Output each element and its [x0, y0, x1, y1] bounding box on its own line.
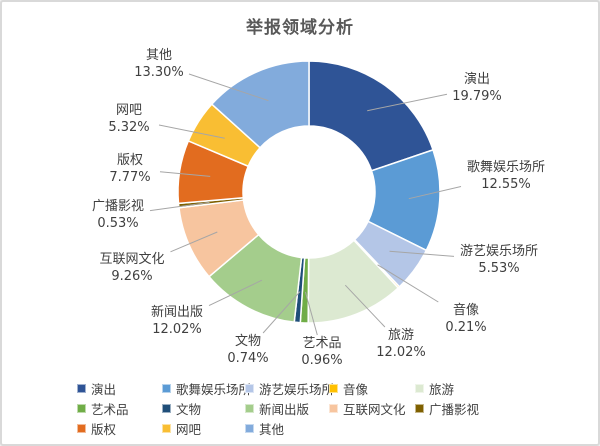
leader-line-6	[262, 291, 301, 334]
legend-item-3[interactable]: 音像	[329, 381, 369, 397]
legend-swatch-icon	[77, 403, 86, 413]
legend-item-4[interactable]: 旅游	[415, 381, 455, 397]
legend-swatch-icon	[77, 423, 86, 433]
leader-line-10	[159, 171, 211, 177]
legend-swatch-icon	[245, 403, 254, 413]
legend-swatch-icon	[329, 403, 338, 413]
legend-item-9[interactable]: 广播影视	[415, 401, 480, 417]
leader-line-9	[149, 201, 210, 212]
legend-label: 广播影视	[429, 401, 480, 417]
legend-swatch-icon	[245, 423, 254, 433]
legend-label: 文物	[176, 401, 202, 417]
legend-swatch-icon	[415, 383, 424, 393]
legend-label: 其他	[259, 421, 285, 437]
legend-swatch-icon	[162, 423, 171, 433]
pie-slice-0[interactable]	[308, 60, 434, 172]
legend-swatch-icon	[162, 403, 171, 413]
leader-line-5	[304, 291, 318, 336]
legend-label: 音像	[343, 381, 369, 397]
leader-line-12	[188, 73, 269, 102]
leader-line-1	[408, 186, 462, 200]
leader-line-0	[367, 93, 448, 112]
legend-item-1[interactable]: 歌舞娱乐场所	[162, 381, 252, 397]
leader-line-2	[389, 250, 455, 257]
legend-label: 演出	[91, 381, 117, 397]
legend-swatch-icon	[245, 383, 254, 393]
legend-label: 互联网文化	[343, 401, 406, 417]
leader-line-3	[377, 264, 439, 303]
legend-item-12[interactable]: 其他	[245, 421, 285, 437]
legend-item-7[interactable]: 新闻出版	[245, 401, 310, 417]
chart-title: 举报领域分析	[246, 18, 354, 38]
leader-line-4	[344, 284, 386, 328]
legend-label: 新闻出版	[259, 401, 310, 417]
donut-chart	[149, 60, 462, 336]
legend-item-6[interactable]: 文物	[162, 401, 202, 417]
pie-slice-12[interactable]	[210, 60, 310, 149]
legend-swatch-icon	[162, 383, 171, 393]
legend-label: 网吧	[176, 421, 202, 437]
legend-label: 游艺娱乐场所	[259, 381, 335, 397]
leader-line-7	[208, 279, 263, 307]
leader-line-8	[170, 231, 218, 253]
legend-swatch-icon	[329, 383, 338, 393]
legend-label: 艺术品	[91, 401, 129, 417]
legend-swatch-icon	[77, 383, 86, 393]
legend-item-11[interactable]: 网吧	[162, 421, 202, 437]
legend-item-8[interactable]: 互联网文化	[329, 401, 406, 417]
legend-item-10[interactable]: 版权	[77, 421, 117, 437]
legend-swatch-icon	[415, 403, 424, 413]
leader-line-11	[158, 124, 225, 139]
legend-item-0[interactable]: 演出	[77, 381, 117, 397]
legend-label: 歌舞娱乐场所	[176, 381, 252, 397]
legend-label: 旅游	[429, 381, 455, 397]
legend-item-5[interactable]: 艺术品	[77, 401, 129, 417]
legend-label: 版权	[91, 421, 117, 437]
legend-item-2[interactable]: 游艺娱乐场所	[245, 381, 335, 397]
